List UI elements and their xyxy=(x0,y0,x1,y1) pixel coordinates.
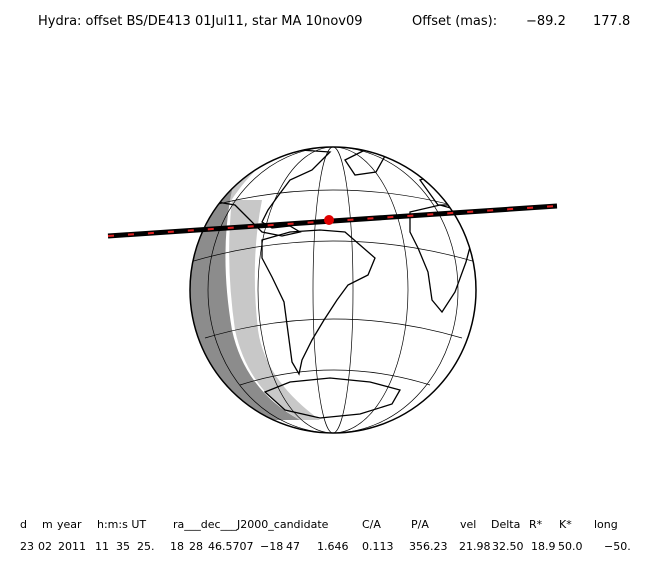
table-value: 0.113 xyxy=(362,540,394,553)
table-value: 25. xyxy=(137,540,155,553)
column-header: year xyxy=(57,518,82,531)
table-value: 11 xyxy=(95,540,109,553)
column-header: Delta xyxy=(491,518,521,531)
table-value: 18 xyxy=(170,540,184,553)
table-value: 50.0 xyxy=(558,540,583,553)
offset-x: −89.2 xyxy=(526,14,566,29)
meridian xyxy=(257,147,409,433)
parallel xyxy=(204,318,463,339)
table-value: 1.646 xyxy=(317,540,349,553)
title: Hydra: offset BS/DE413 01Jul11, star MA … xyxy=(38,14,363,29)
south-america xyxy=(261,229,376,376)
table-value: −18 xyxy=(260,540,284,553)
event-point xyxy=(324,215,334,225)
column-header: ra___dec___J2000_candidate xyxy=(173,518,329,531)
table-value: 23 xyxy=(20,540,34,553)
meridian xyxy=(207,147,459,433)
table-value: 47 xyxy=(286,540,300,553)
twilight-region xyxy=(229,200,320,420)
table-value: 28 xyxy=(189,540,203,553)
column-header: K* xyxy=(559,518,572,531)
column-header: R* xyxy=(529,518,543,531)
column-header: long xyxy=(594,518,618,531)
table-value: 18.9 xyxy=(531,540,556,553)
night-region xyxy=(190,150,300,420)
meridian xyxy=(312,147,354,433)
parallel xyxy=(190,240,476,263)
table-value: 02 xyxy=(38,540,52,553)
column-header: m xyxy=(42,518,53,531)
column-header: d xyxy=(20,518,27,531)
table-value: 356.23 xyxy=(409,540,448,553)
parallel xyxy=(239,369,431,386)
table-value: 21.98 xyxy=(459,540,491,553)
column-header: P/A xyxy=(411,518,429,531)
column-header: h:m:s UT xyxy=(97,518,147,531)
column-header: vel xyxy=(460,518,477,531)
globe-outline xyxy=(189,146,477,434)
greenland xyxy=(344,149,386,176)
offset-label: Offset (mas): xyxy=(412,14,498,29)
table-value: −50. xyxy=(604,540,631,553)
table-value: 32.50 xyxy=(492,540,524,553)
table-value: 46.5707 xyxy=(208,540,254,553)
antarctica xyxy=(263,377,401,419)
column-header: C/A xyxy=(362,518,381,531)
table-value: 2011 xyxy=(58,540,86,553)
offset-y: 177.8 xyxy=(593,14,631,29)
table-value: 35 xyxy=(116,540,130,553)
